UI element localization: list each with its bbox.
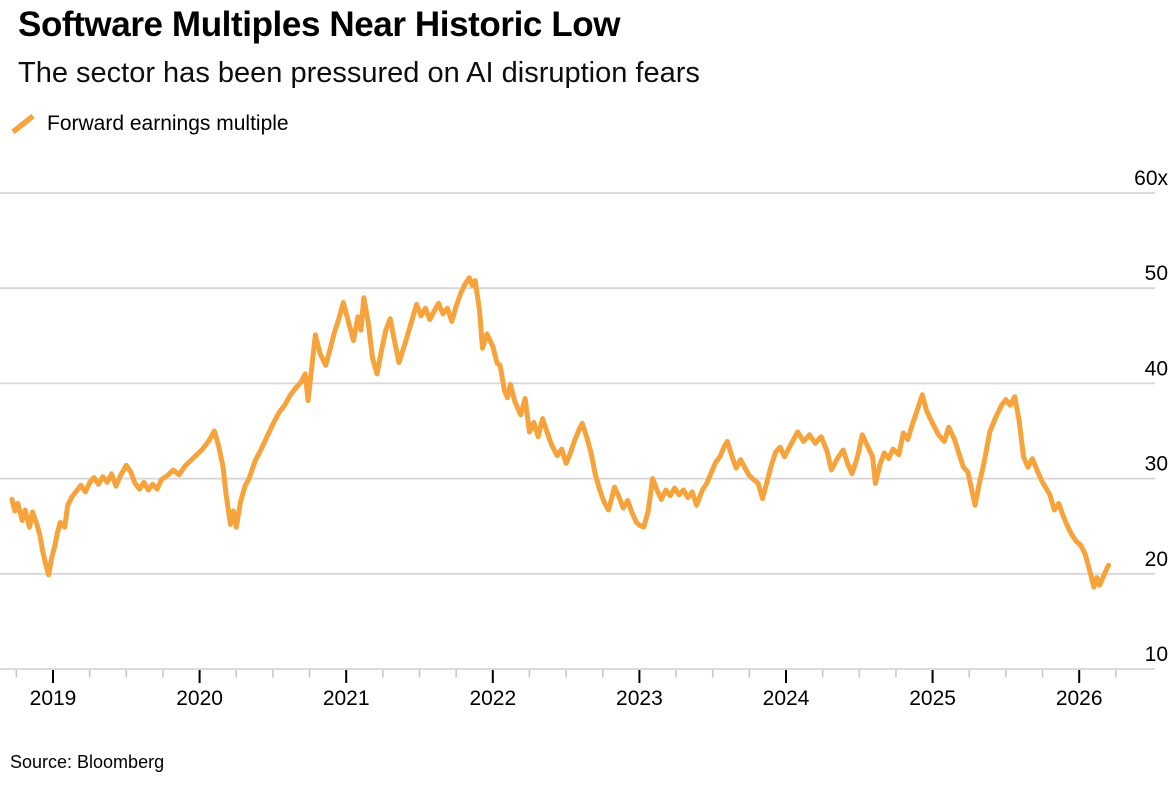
x-axis-label: 2020 — [176, 687, 223, 710]
x-axis-label: 2025 — [909, 687, 956, 710]
forward-earnings-line — [9, 275, 1111, 590]
y-axis-label: 60x — [1134, 167, 1168, 190]
y-axis-label: 40 — [1145, 357, 1168, 380]
y-axis-label: 50 — [1145, 262, 1168, 285]
y-axis-label: 20 — [1145, 548, 1168, 571]
x-axis-label: 2024 — [763, 687, 810, 710]
chart-title: Software Multiples Near Historic Low — [18, 5, 621, 44]
x-axis-label: 2023 — [616, 687, 663, 710]
slash-icon — [10, 113, 36, 135]
x-axis-label: 2021 — [323, 687, 370, 710]
x-axis-label: 2019 — [30, 687, 77, 710]
x-axis-label: 2026 — [1056, 687, 1103, 710]
legend: Forward earnings multiple — [10, 112, 289, 136]
x-axis-label: 2022 — [469, 687, 516, 710]
legend-label: Forward earnings multiple — [47, 112, 289, 135]
chart-subtitle: The sector has been pressured on AI disr… — [18, 57, 700, 89]
y-axis-label: 10 — [1145, 643, 1168, 666]
source-attribution: Source: Bloomberg — [10, 752, 165, 772]
y-axis-label: 30 — [1145, 453, 1168, 476]
